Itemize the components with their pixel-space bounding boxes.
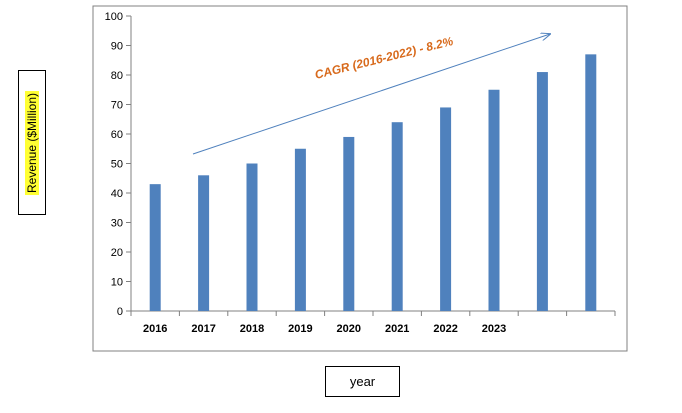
bar-layer xyxy=(149,54,597,311)
chart-frame xyxy=(92,5,628,352)
bar xyxy=(149,184,161,311)
x-tick-label: 2017 xyxy=(191,323,215,335)
label-layer: 0 10 20 30 40 50 60 70 80 90 100 2016 2017 2018 2019 20… xyxy=(105,11,507,335)
y-tick-label: 40 xyxy=(111,188,123,200)
bar xyxy=(343,136,355,311)
x-tick-label: 2023 xyxy=(482,323,506,335)
bar xyxy=(294,148,306,311)
y-axis-label: Revenue ($Million) xyxy=(25,90,39,195)
y-tick-label: 30 xyxy=(111,218,123,230)
x-tick-label: 2020 xyxy=(337,323,361,335)
bar xyxy=(391,122,403,311)
y-tick-label: 100 xyxy=(105,11,123,23)
axis-layer xyxy=(126,15,616,316)
bar xyxy=(536,72,548,311)
x-tick-label: 2018 xyxy=(240,323,264,335)
y-tick-label: 70 xyxy=(111,100,123,112)
bar xyxy=(198,175,210,311)
x-axis-label: year xyxy=(349,374,376,389)
y-tick-label: 0 xyxy=(117,306,123,318)
x-axis-label-box: year xyxy=(325,366,400,397)
y-axis-label-box: Revenue ($Million) xyxy=(18,70,46,215)
bar xyxy=(585,54,597,311)
x-tick-label: 2016 xyxy=(143,323,167,335)
x-tick-label: 2019 xyxy=(288,323,312,335)
trend-arrow xyxy=(192,34,550,155)
y-tick-label: 20 xyxy=(111,247,123,259)
y-tick-label: 60 xyxy=(111,129,123,141)
cagr-annotation: CAGR (2016-2022) - 8.2% xyxy=(313,34,455,82)
x-tick-label: 2022 xyxy=(433,323,457,335)
y-tick-label: 80 xyxy=(111,70,123,82)
y-tick-label: 10 xyxy=(111,277,123,289)
bar xyxy=(440,107,452,311)
y-tick-label: 90 xyxy=(111,41,123,53)
bar xyxy=(246,163,258,311)
bar xyxy=(488,89,500,311)
y-tick-label: 50 xyxy=(111,159,123,171)
x-tick-label: 2021 xyxy=(385,323,409,335)
